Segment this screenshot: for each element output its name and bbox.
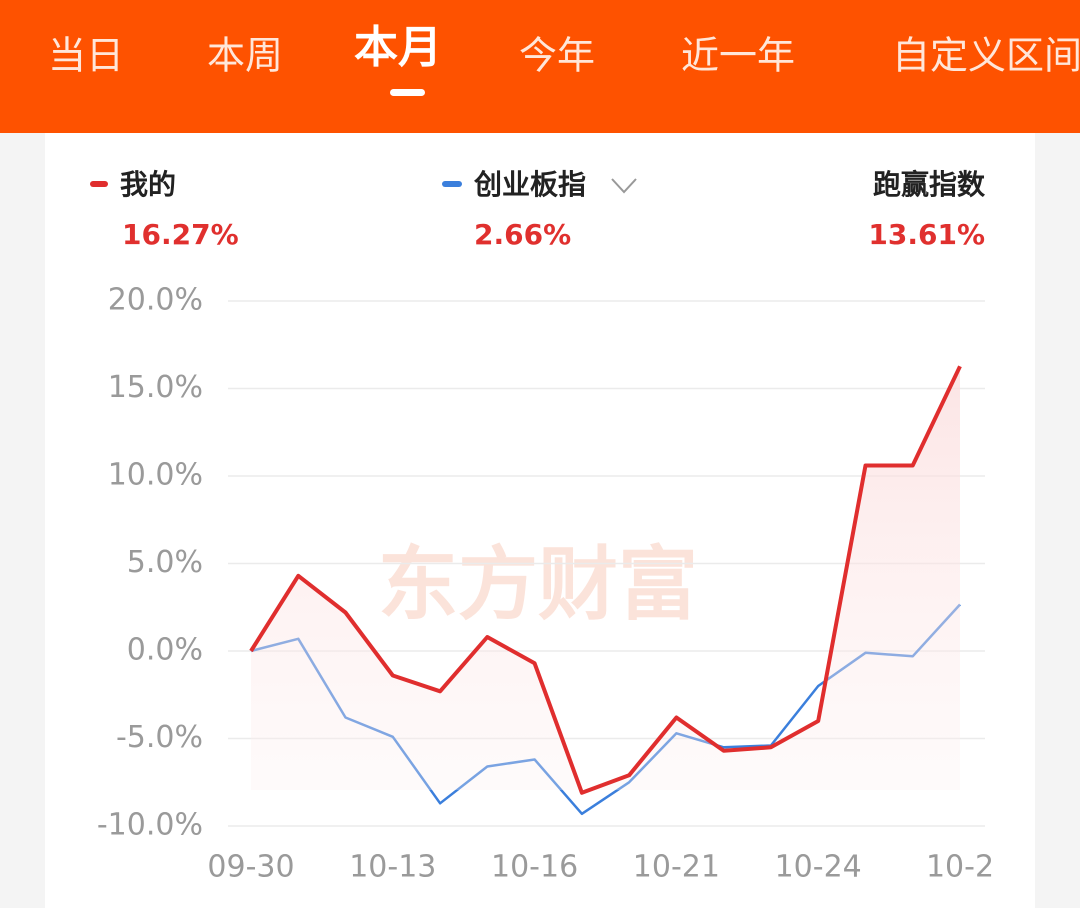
legend-swatch [442, 181, 462, 187]
tab[interactable]: 今年 [519, 34, 595, 78]
tab-bar [0, 0, 1080, 133]
tab[interactable]: 本月 [354, 22, 442, 73]
legend-value: 16.27% [122, 218, 239, 251]
x-tick-label: 10-21 [633, 850, 720, 885]
tab[interactable]: 近一年 [681, 34, 795, 78]
area [251, 366, 960, 793]
tab[interactable]: 本周 [207, 34, 283, 78]
legend-name: 跑赢指数 [873, 168, 986, 201]
dropdown-icon[interactable] [611, 178, 637, 194]
legend-value: 13.61% [868, 218, 985, 251]
line [249, 365, 962, 795]
y-tick-label: 15.0% [108, 370, 203, 405]
y-tick-label: 5.0% [127, 545, 203, 580]
x-tick-label: 10-13 [349, 850, 436, 885]
legend-value: 2.66% [474, 218, 571, 251]
watermark: 东方财富 [378, 538, 698, 631]
y-tick-label: 20.0% [108, 283, 203, 318]
x-tick-label: 09-30 [207, 850, 294, 885]
tab-indicator [390, 89, 425, 96]
y-tick-label: -10.0% [97, 808, 203, 843]
y-tick-label: 10.0% [108, 458, 203, 493]
legend-swatch [90, 181, 108, 187]
y-tick-label: -5.0% [116, 720, 203, 755]
x-tick-label: 10-16 [491, 850, 578, 885]
y-tick-label: 0.0% [127, 633, 203, 668]
x-tick-label: 10-24 [775, 850, 862, 885]
legend-name[interactable]: 创业板指 [473, 168, 586, 201]
tab[interactable]: 当日 [48, 34, 124, 78]
x-tick-label: 10-2 [926, 850, 994, 885]
tab[interactable]: 自定义区间 [892, 34, 1080, 78]
legend-name: 我的 [120, 168, 176, 201]
